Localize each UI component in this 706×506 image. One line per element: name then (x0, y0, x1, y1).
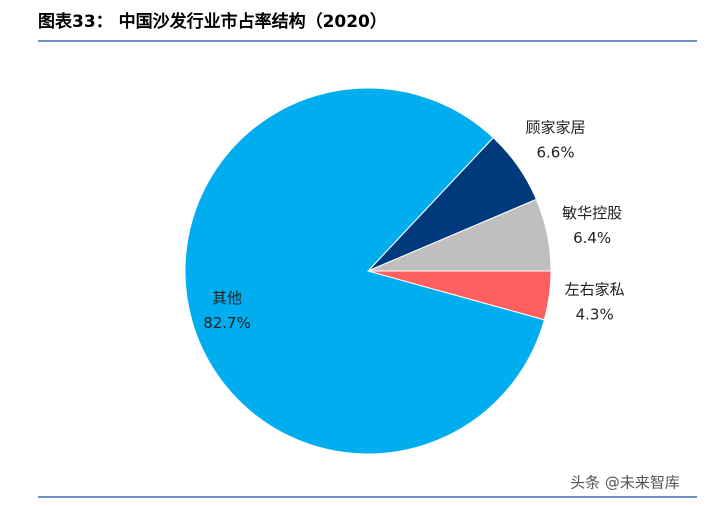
slice-label: 敏华控股 (562, 204, 622, 222)
slice-value-label: 4.3% (576, 305, 614, 323)
slice-label: 顾家家居 (526, 119, 586, 137)
slice-label: 其他 (212, 289, 242, 307)
pie-slice (184, 87, 545, 455)
slice-label: 左右家私 (565, 280, 625, 298)
slice-value-label: 82.7% (203, 314, 251, 332)
watermark: 头条 @未来智库 (570, 474, 680, 492)
chart-title: 图表33： 中国沙发行业市占率结构（2020） (38, 11, 387, 32)
slice-value-label: 6.6% (537, 144, 575, 162)
slice-value-label: 6.4% (573, 229, 611, 247)
